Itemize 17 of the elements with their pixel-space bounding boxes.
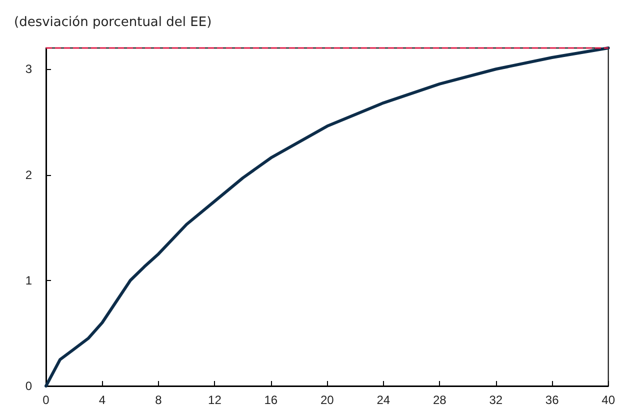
x-tick-label: 12 xyxy=(208,393,222,407)
y-tick-label: 0 xyxy=(25,379,32,393)
x-tick-label: 16 xyxy=(264,393,278,407)
x-tick-label: 20 xyxy=(320,393,334,407)
x-tick-label: 0 xyxy=(42,393,50,407)
y-tick-label: 2 xyxy=(25,168,32,182)
line-series xyxy=(44,46,610,388)
x-tick-label: 32 xyxy=(489,393,503,407)
y-tick-label: 1 xyxy=(25,273,32,288)
x-tick-label: 4 xyxy=(98,393,106,407)
x-tick-label: 28 xyxy=(432,393,447,407)
y-tick-label: 3 xyxy=(25,62,32,76)
y-axis-title: (desviación porcentual del EE) xyxy=(14,15,212,30)
x-tick-label: 8 xyxy=(155,393,162,407)
x-tick-label: 24 xyxy=(376,393,390,407)
x-tick-label: 40 xyxy=(602,393,616,407)
x-tick-label: 36 xyxy=(545,393,560,407)
